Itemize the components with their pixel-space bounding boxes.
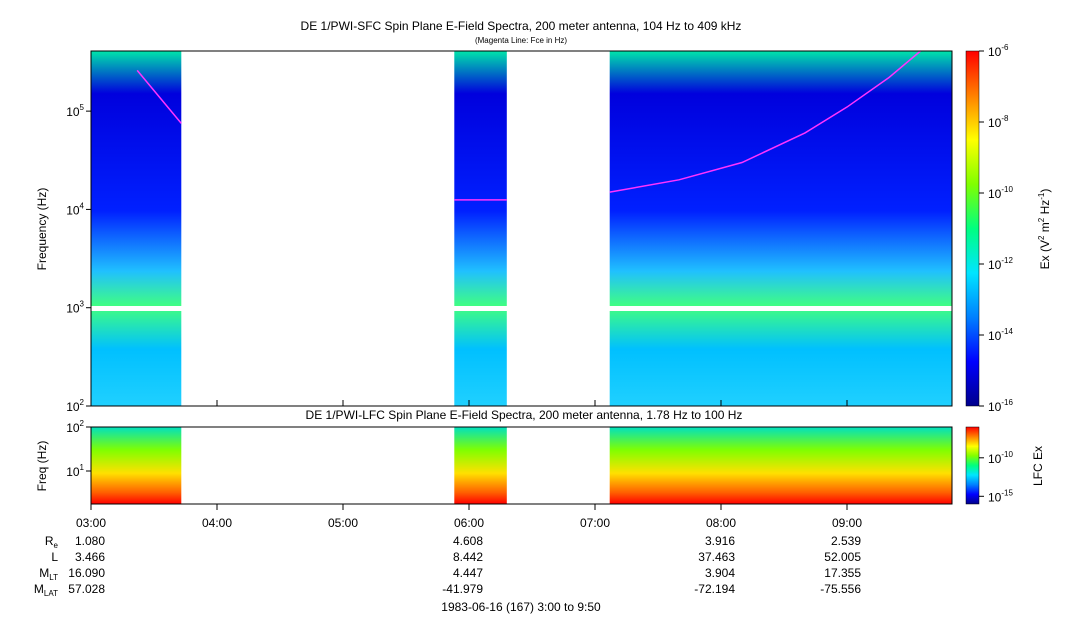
sfc-data-bands xyxy=(91,51,952,406)
ephemeris-value: 1.080 xyxy=(75,534,105,548)
lfc-y-tick-label: 102 xyxy=(66,419,84,435)
lfc-colorbar-label: LFC Ex xyxy=(1031,446,1045,486)
lfc-colorbar xyxy=(965,426,980,505)
sfc-colorbar-ticks: 10-6 10-8 10-10 10-12 10-14 10-16 xyxy=(979,43,1013,414)
sfc-gap-band xyxy=(91,306,952,311)
lfc-y-axis: 101 102 xyxy=(66,419,91,479)
colorbar-tick-label: 10-10 xyxy=(988,185,1013,201)
fce-lines xyxy=(136,51,921,201)
sfc-colorbar-label: Ex (V2 m2 Hz-1) xyxy=(1037,189,1052,270)
sfc-data-band xyxy=(609,51,952,406)
sfc-subtitle: (Magenta Line: Fce in Hz) xyxy=(475,36,567,45)
sfc-data-band xyxy=(454,51,507,406)
ephemeris-row-label: MLT xyxy=(39,566,58,582)
colorbar-tick-label: 10-10 xyxy=(988,450,1013,466)
lfc-data-band xyxy=(609,427,952,504)
time-axis: 03:00 04:00 05:00 06:00 07:00 08:00 09:00 xyxy=(76,400,862,530)
sfc-y-tick-label: 105 xyxy=(66,103,84,119)
sfc-y-tick-label: 102 xyxy=(66,398,84,414)
ephemeris-row-label: MLAT xyxy=(34,582,58,598)
fce-line xyxy=(609,51,921,193)
ephemeris-value: 8.442 xyxy=(453,550,483,564)
lfc-data-band xyxy=(454,427,507,504)
sfc-colorbar xyxy=(965,50,980,407)
ephemeris-value: 2.539 xyxy=(831,534,861,548)
ephemeris-value: -41.979 xyxy=(442,582,483,596)
lfc-data-bands xyxy=(91,427,952,504)
sfc-data-band xyxy=(91,51,182,406)
lfc-title: DE 1/PWI-LFC Spin Plane E-Field Spectra,… xyxy=(306,408,743,422)
colorbar-tick-label: 10-15 xyxy=(988,488,1013,504)
ephemeris-value: 57.028 xyxy=(68,582,105,596)
sfc-spectrogram xyxy=(91,51,952,406)
colorbar-tick-label: 10-16 xyxy=(988,398,1013,414)
x-tick-label: 05:00 xyxy=(328,516,358,530)
sfc-y-tick-label: 103 xyxy=(66,300,84,316)
footer-date: 1983-06-16 (167) 3:00 to 9:50 xyxy=(441,600,601,614)
ephemeris-value: 4.447 xyxy=(453,566,483,580)
x-tick-label: 06:00 xyxy=(454,516,484,530)
colorbar-tick-label: 10-8 xyxy=(988,114,1009,130)
lfc-y-label: Freq (Hz) xyxy=(35,441,49,492)
ephemeris-value: 3.466 xyxy=(75,550,105,564)
colorbar-tick-label: 10-6 xyxy=(988,43,1009,59)
sfc-y-axis: 102 103 104 105 xyxy=(66,103,91,414)
ephemeris-value: 37.463 xyxy=(698,550,735,564)
ephemeris-value: -72.194 xyxy=(694,582,735,596)
ephemeris-value: -75.556 xyxy=(820,582,861,596)
lfc-data-band xyxy=(91,427,182,504)
sfc-plot-frame xyxy=(90,50,953,407)
lfc-y-tick-label: 101 xyxy=(66,463,84,479)
lfc-plot-frame xyxy=(90,426,953,505)
x-tick-label: 09:00 xyxy=(832,516,862,530)
x-tick-label: 07:00 xyxy=(580,516,610,530)
ephemeris-value: 17.355 xyxy=(824,566,861,580)
ephemeris-value: 52.005 xyxy=(824,550,861,564)
ephemeris-value: 16.090 xyxy=(68,566,105,580)
ephemeris-value: 3.916 xyxy=(705,534,735,548)
x-tick-label: 04:00 xyxy=(202,516,232,530)
x-tick-label: 08:00 xyxy=(706,516,736,530)
colorbar-tick-label: 10-14 xyxy=(988,327,1013,343)
ephemeris-row-label: Re xyxy=(45,534,59,550)
lfc-spectrogram xyxy=(91,427,952,504)
lfc-colorbar-ticks: 10-10 10-15 xyxy=(979,450,1013,504)
ephemeris-value: 4.608 xyxy=(453,534,483,548)
x-tick-label: 03:00 xyxy=(76,516,106,530)
ephemeris-value: 3.904 xyxy=(705,566,735,580)
ephemeris-row-label: L xyxy=(51,550,58,564)
sfc-y-label: Frequency (Hz) xyxy=(35,188,49,271)
colorbar-tick-label: 10-12 xyxy=(988,256,1013,272)
ephemeris-table: Re 1.080 4.608 3.916 2.539 L 3.466 8.442 37.463 5… xyxy=(34,534,861,598)
sfc-y-tick-label: 104 xyxy=(66,201,84,217)
sfc-title: DE 1/PWI-SFC Spin Plane E-Field Spectra,… xyxy=(301,19,742,33)
fce-line xyxy=(136,69,182,124)
